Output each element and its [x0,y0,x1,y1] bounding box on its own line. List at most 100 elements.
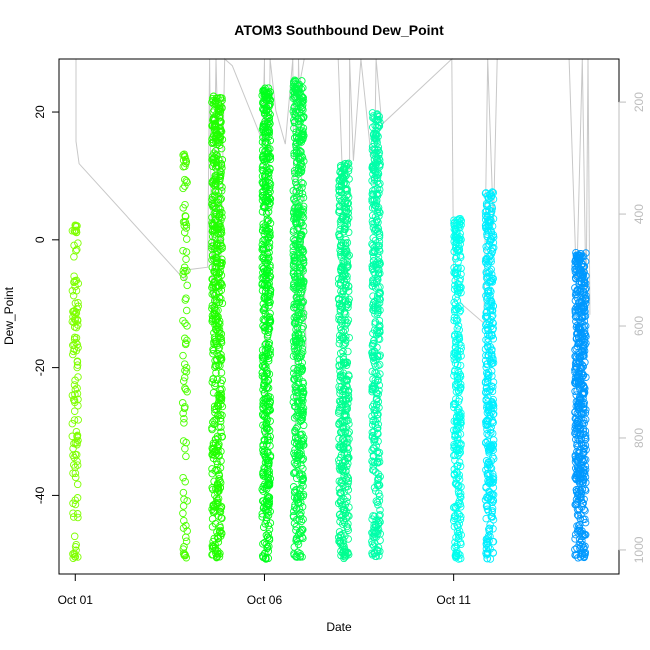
data-point [261,172,269,180]
data-point [215,475,223,483]
data-point [344,347,352,356]
data-point [299,421,308,430]
data-point [264,394,272,403]
point-strip-4 [289,76,308,561]
data-point [290,256,299,265]
data-point [183,281,191,290]
data-point [218,514,226,523]
data-point [182,177,191,185]
data-point [211,254,220,262]
data-point [265,301,273,310]
data-point [208,378,217,386]
y-right-tick-label: 200 [632,92,646,112]
data-point [265,271,274,280]
data-point [179,473,187,482]
data-point [265,254,273,263]
data-point [294,240,302,249]
data-point [296,218,304,227]
data-point [297,447,305,456]
data-point [261,472,269,481]
data-point [181,217,189,226]
data-point [74,416,82,424]
data-point [290,493,299,502]
data-point [212,150,220,159]
data-point [298,364,307,373]
data-point [265,279,273,288]
data-point [212,269,220,277]
data-point [264,494,272,503]
data-point [264,235,272,244]
data-point [266,519,275,527]
data-point [215,528,224,536]
data-point [259,123,268,131]
data-point [339,442,347,450]
data-points [68,76,590,563]
data-point [265,406,273,414]
data-point [215,172,223,181]
data-point [183,336,191,345]
data-point [298,254,307,263]
data-point [181,385,190,394]
data-point [179,488,188,497]
data-point [289,398,298,406]
data-point [266,145,274,153]
data-point [291,107,300,116]
data-point [210,131,218,139]
data-point [291,283,299,291]
data-point [214,547,222,555]
point-strip-3 [258,84,275,563]
y-tick-label: 0 [33,236,47,243]
data-point [213,500,222,508]
data-point [298,212,307,220]
data-point [213,460,222,469]
data-point [296,364,304,373]
data-point [259,497,268,505]
data-point [265,534,274,543]
data-point [259,421,267,429]
data-point [297,114,306,122]
y-axis-label: Dew_Point [2,286,16,345]
data-point [260,401,268,409]
data-point [209,114,218,122]
data-point [291,336,300,345]
y-right-tick-label: 800 [632,428,646,448]
data-point [210,310,219,319]
data-point [70,381,79,389]
data-point [261,204,269,212]
data-point [296,294,305,302]
data-point [261,506,270,514]
data-point [258,346,267,354]
data-point [292,86,300,95]
data-point [71,473,80,482]
data-point [208,199,217,208]
data-point [289,483,298,491]
data-point [291,500,299,509]
data-point [264,256,272,264]
data-point [265,436,274,444]
data-point [218,259,226,267]
data-point [296,440,304,449]
data-point [295,254,304,262]
data-point [68,432,77,441]
data-point [216,236,224,244]
data-point [264,424,272,433]
data-point [182,248,191,256]
data-point [289,513,298,521]
data-point [182,533,190,542]
data-point [214,188,223,196]
data-point [179,351,187,360]
data-point [298,471,307,479]
data-point [263,215,271,223]
data-point [70,272,78,280]
data-point [345,395,353,403]
data-point [264,547,273,556]
data-point [70,341,78,349]
data-point [299,410,307,419]
data-point [179,270,187,278]
data-point [263,193,271,202]
data-point [343,522,351,531]
data-point [209,281,217,289]
data-point [260,354,268,363]
data-point [72,228,81,237]
data-point [295,408,303,417]
